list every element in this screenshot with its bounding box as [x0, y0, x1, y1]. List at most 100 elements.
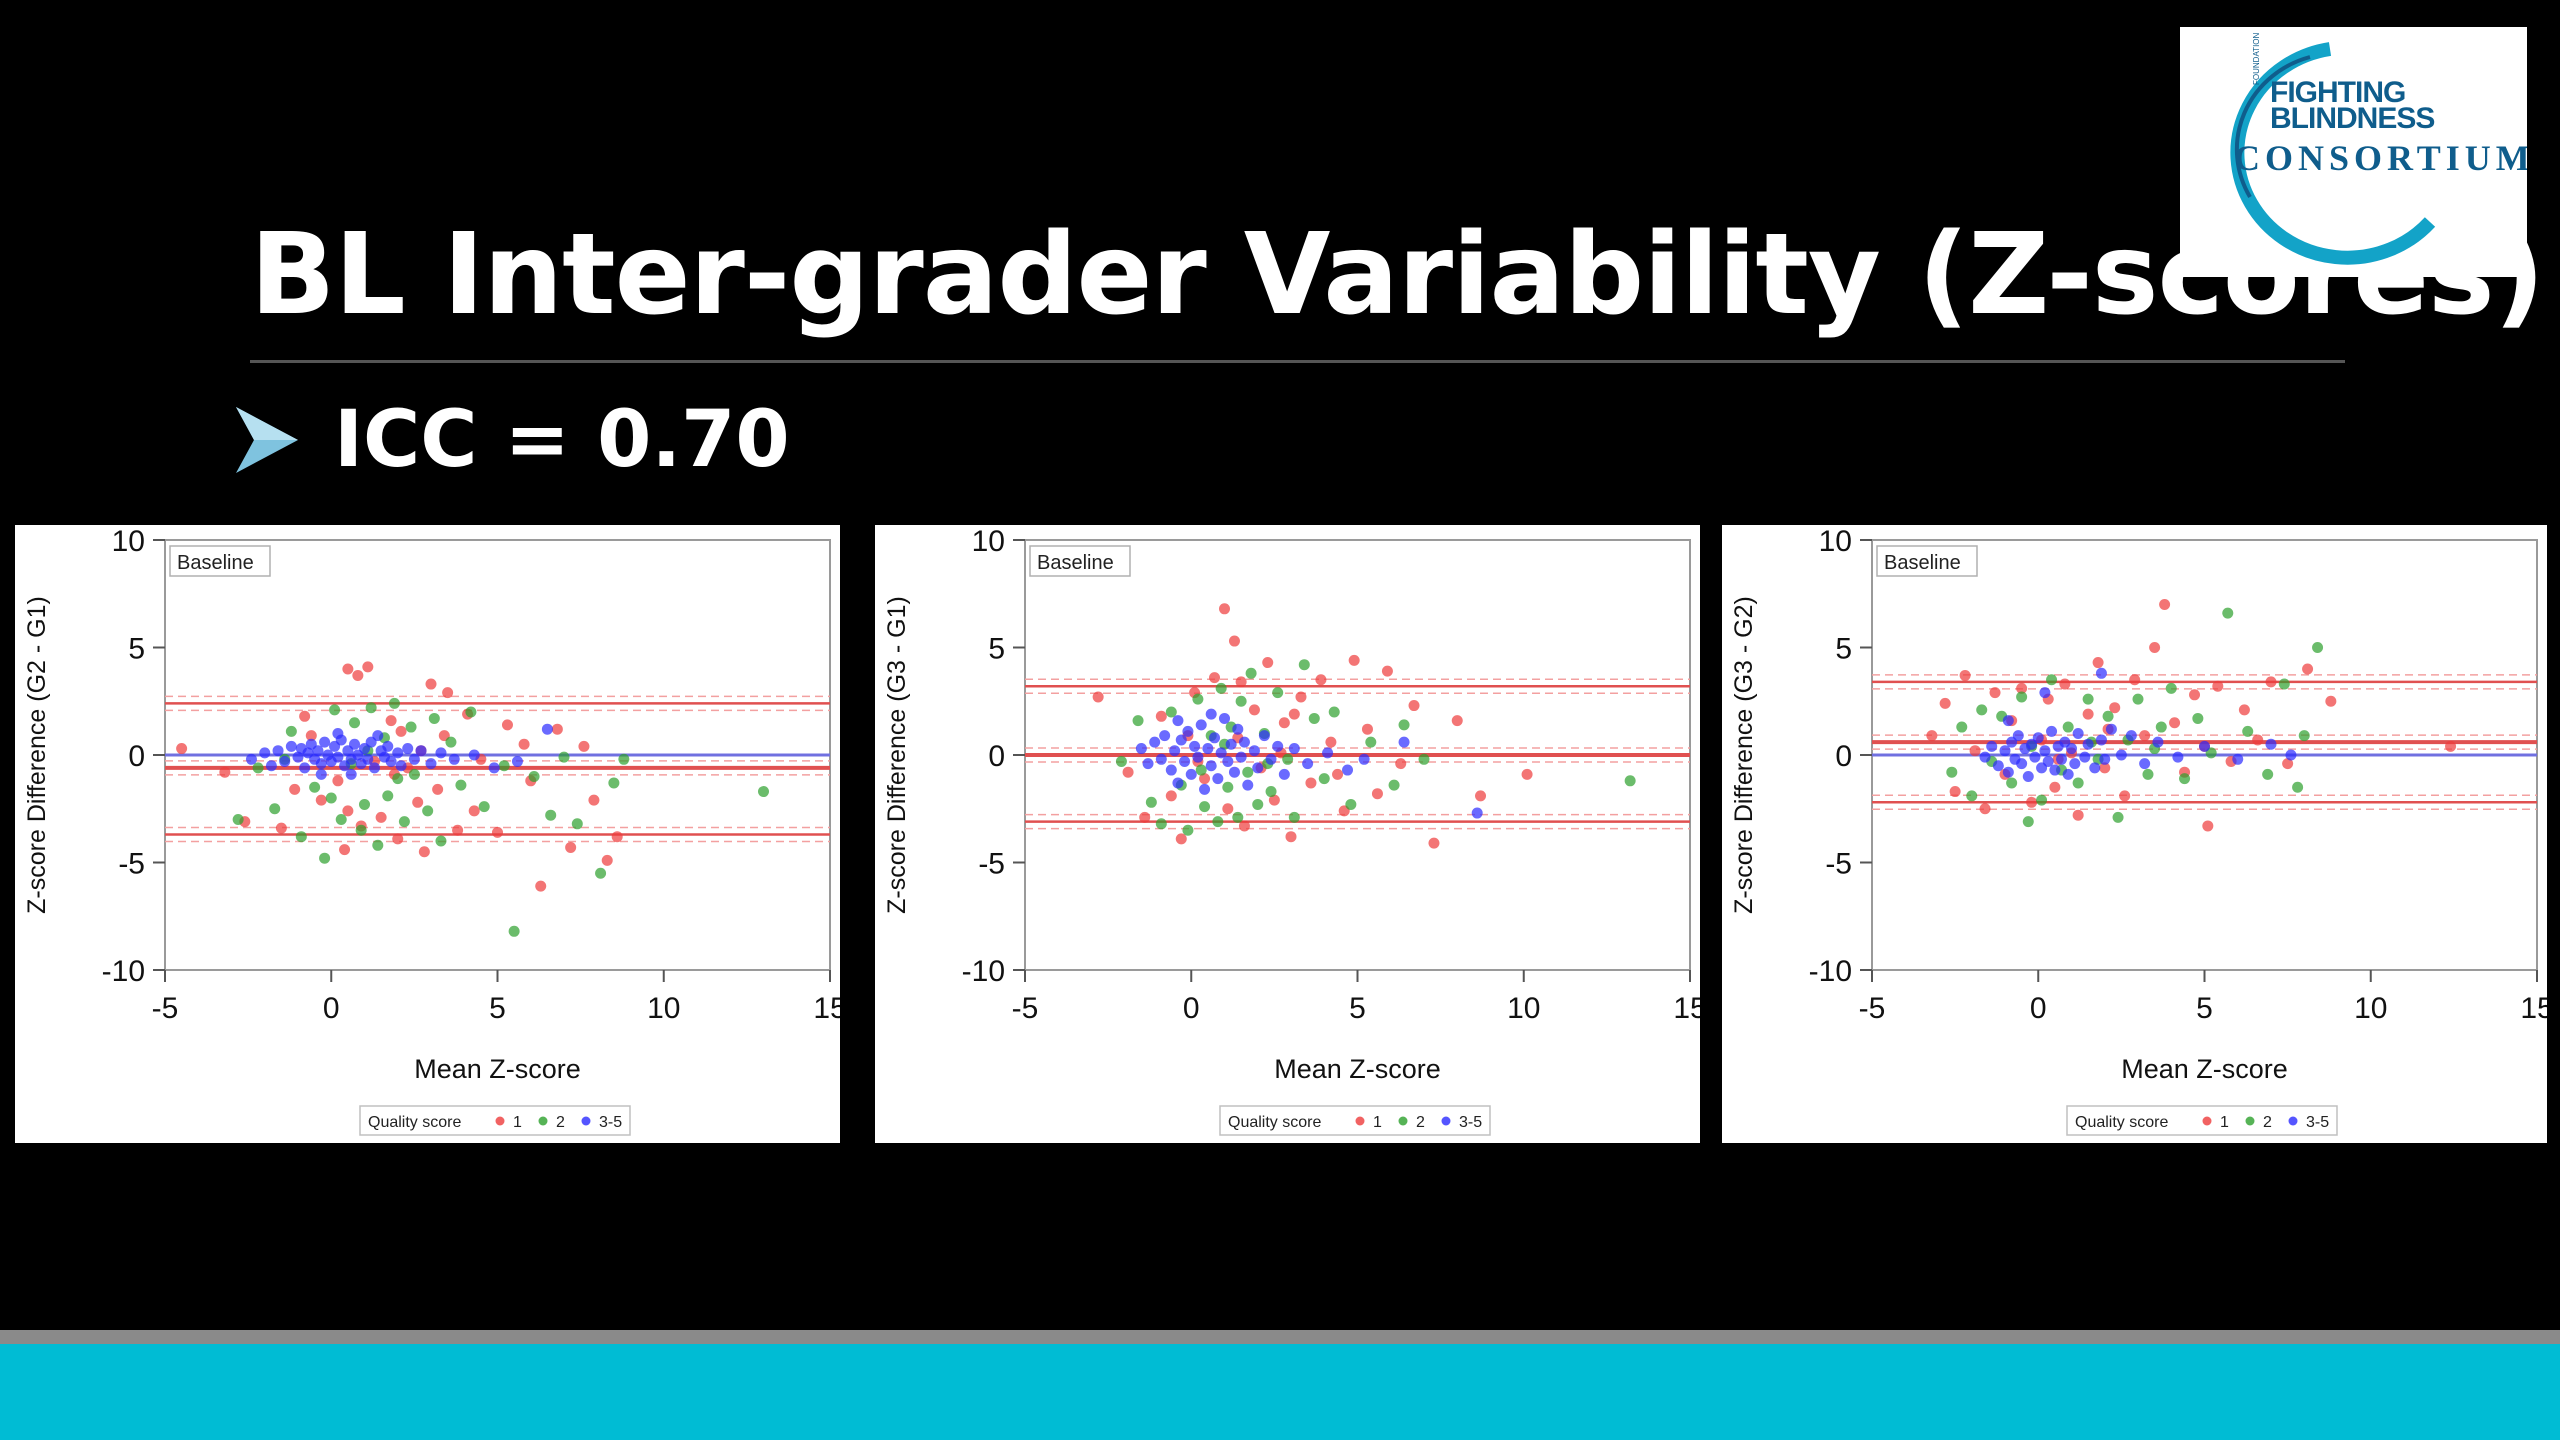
data-point-q2 [2262, 768, 2274, 780]
data-point-q3-5 [1232, 723, 1244, 735]
data-point-q3-5 [1172, 777, 1184, 789]
data-point-q3-5 [2152, 736, 2164, 748]
legend-entry: 3-5 [599, 1114, 622, 1131]
legend-marker [2245, 1116, 2255, 1126]
data-point-q3-5 [2039, 745, 2051, 757]
data-point-q3-5 [259, 747, 271, 759]
data-point-q3-5 [511, 755, 523, 767]
data-point-q3-5 [2139, 758, 2151, 770]
footer-divider [0, 1330, 2560, 1344]
data-point-q2 [1956, 721, 1968, 733]
legend-marker [581, 1116, 591, 1126]
y-tick-label: -10 [102, 955, 145, 988]
data-point-q3-5 [2265, 738, 2277, 750]
data-point-q2 [1272, 687, 1284, 699]
data-point-q3-5 [2072, 728, 2084, 739]
data-point-q2 [758, 786, 769, 798]
data-point-q1 [1348, 654, 1360, 666]
data-point-q1 [2149, 642, 2161, 653]
data-point-q2 [1308, 712, 1320, 724]
data-point-q3-5 [1209, 732, 1221, 744]
data-point-q1 [1381, 665, 1393, 677]
inset-label: Baseline [1037, 552, 1114, 574]
data-point-q3-5 [2066, 743, 2077, 755]
legend-marker [2202, 1116, 2212, 1126]
data-point-q2 [329, 704, 341, 716]
legend-entry: 2 [2263, 1114, 2272, 1131]
data-point-q2 [1282, 753, 1294, 765]
data-point-q2 [1388, 779, 1400, 791]
data-point-q2 [1242, 766, 1254, 778]
data-point-q2 [1624, 775, 1636, 787]
data-point-q2 [1418, 753, 1430, 765]
data-point-q1 [342, 805, 354, 817]
data-point-q2 [372, 839, 384, 851]
data-point-q2 [1155, 818, 1167, 830]
data-point-q3-5 [349, 738, 361, 750]
data-point-q1 [2049, 781, 2061, 793]
data-point-q3-5 [1155, 753, 1167, 765]
data-point-q2 [455, 779, 467, 791]
data-point-q2 [2222, 607, 2234, 619]
data-point-q2 [285, 725, 297, 737]
data-point-q1 [219, 766, 231, 778]
data-point-q3-5 [2039, 687, 2051, 699]
legend-marker [1441, 1116, 1451, 1126]
data-point-q1 [2059, 678, 2071, 690]
data-point-q2 [405, 721, 417, 733]
icc-value: ICC = 0.70 [334, 395, 790, 485]
data-point-q3-5 [2115, 749, 2127, 761]
data-point-q2 [269, 803, 281, 815]
data-point-q1 [1475, 790, 1487, 802]
data-point-q2 [398, 816, 410, 828]
data-point-q3-5 [1288, 743, 1300, 755]
data-point-q3-5 [1205, 760, 1217, 772]
slide-title: BL Inter-grader Variability (Z-scores) [250, 210, 2545, 340]
data-point-q1 [1521, 768, 1533, 780]
data-point-q2 [2082, 693, 2094, 705]
data-point-q3-5 [2199, 740, 2210, 752]
data-point-q1 [2212, 680, 2224, 692]
x-tick-label: 10 [1507, 992, 1540, 1025]
data-point-q3-5 [2082, 738, 2094, 750]
data-point-q1 [2238, 704, 2250, 716]
data-point-q1 [1295, 691, 1307, 703]
data-point-q2 [2242, 725, 2254, 737]
data-point-q1 [2189, 689, 2201, 701]
data-point-q3-5 [245, 753, 257, 765]
data-point-q3-5 [1358, 753, 1370, 765]
data-point-q2 [2298, 730, 2310, 742]
data-point-q3-5 [1979, 751, 1991, 763]
data-point-q3-5 [1248, 745, 1260, 757]
data-point-q1 [2265, 676, 2277, 688]
data-point-q3-5 [1242, 779, 1254, 791]
data-point-q3-5 [2002, 766, 2014, 778]
y-tick-label: 0 [128, 740, 145, 773]
x-axis-label: Mean Z-score [2121, 1054, 2288, 1084]
data-point-q1 [2159, 599, 2171, 610]
inset-label-box [1876, 545, 1978, 577]
data-point-q3-5 [2079, 751, 2091, 763]
data-point-q1 [518, 738, 530, 750]
data-point-q1 [2092, 657, 2104, 669]
data-point-q1 [375, 811, 387, 823]
data-point-q1 [176, 743, 188, 755]
data-point-q3-5 [2232, 753, 2244, 765]
data-point-q2 [435, 835, 447, 847]
data-point-q3-5 [395, 760, 407, 772]
data-point-q3-5 [468, 749, 480, 761]
data-point-q3-5 [292, 751, 304, 763]
data-point-q1 [2129, 674, 2141, 686]
data-point-q2 [1976, 704, 1988, 716]
data-point-q1 [611, 831, 623, 843]
data-point-q3-5 [299, 762, 311, 774]
bland-altman-chart-g3-g2: Baseline 10 5 0 -5 -10 -5 0 5 10 15 Mean Z-score Z-s… [1722, 525, 2547, 1143]
data-point-q1 [2325, 695, 2337, 707]
data-point-q2 [2102, 710, 2114, 722]
data-point-q1 [1969, 745, 1981, 757]
data-point-q2 [1265, 786, 1277, 798]
data-point-q2 [2155, 721, 2167, 733]
data-point-q3-5 [345, 768, 357, 780]
data-point-q2 [422, 805, 434, 817]
